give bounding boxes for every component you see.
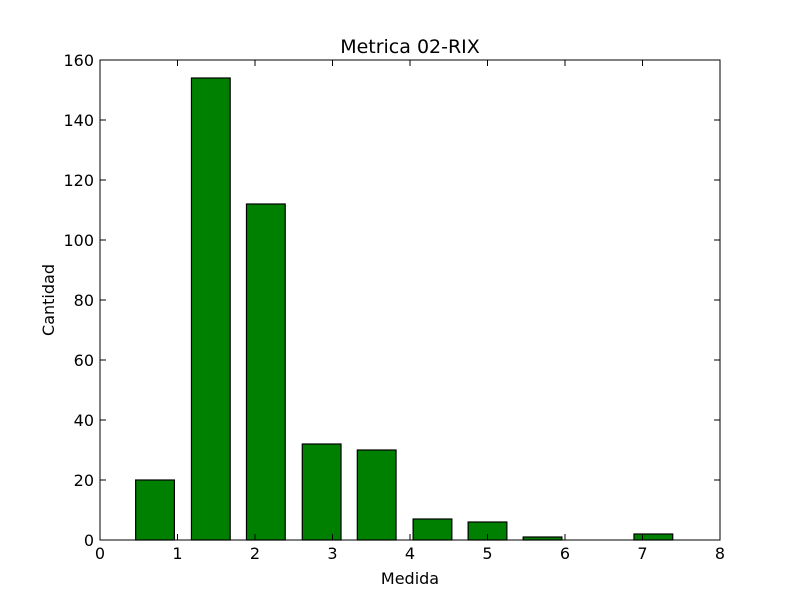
x-tick-label: 3 [327,544,337,563]
y-tick-label: 100 [63,231,94,250]
y-tick-label: 0 [84,531,94,550]
x-tick-label: 5 [482,544,492,563]
bar-2 [245,203,286,541]
x-tick-label: 6 [560,544,570,563]
y-tick-label: 80 [74,291,94,310]
y-tick-label: 120 [63,171,94,190]
x-tick-label: 4 [405,544,415,563]
bar-4 [356,449,397,541]
y-tick-label: 140 [63,111,94,130]
y-axis-label: Cantidad [39,264,58,336]
y-axis-ticks: 0 20 40 60 80 100 120 140 160 [63,51,720,550]
y-tick-label: 40 [74,411,94,430]
x-tick-label: 2 [250,544,260,563]
x-tick-label: 1 [172,544,182,563]
x-axis-ticks: 0 1 2 3 4 5 6 7 8 [95,60,725,563]
y-tick-label: 20 [74,471,94,490]
x-tick-label: 7 [637,544,647,563]
y-tick-label: 160 [63,51,94,70]
bar-0 [135,479,175,541]
bars-group [135,77,674,541]
y-tick-label: 60 [74,351,94,370]
chart-title: Metrica 02-RIX [340,36,480,58]
x-axis-label: Medida [381,569,439,588]
bar-1 [190,77,231,541]
bar-3 [301,443,342,541]
x-tick-label: 8 [715,544,725,563]
bar-5 [412,518,453,541]
x-tick-label: 0 [95,544,105,563]
bar-9 [633,533,674,541]
plot-frame [99,59,721,541]
